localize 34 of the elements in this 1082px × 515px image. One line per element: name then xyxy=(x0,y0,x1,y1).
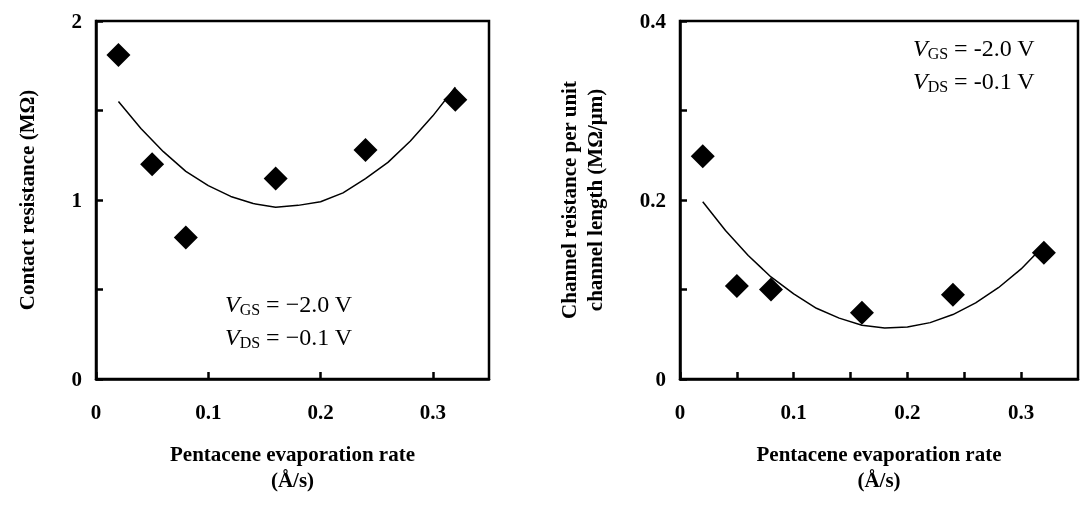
point xyxy=(173,225,198,250)
x-tick-label: 0.1 xyxy=(780,399,807,424)
point xyxy=(353,137,378,162)
x-tick-label: 0.2 xyxy=(307,399,334,424)
annotation: VGS = −2.0 V xyxy=(225,291,353,318)
point xyxy=(849,300,874,325)
y-tick-label: 2 xyxy=(71,9,82,33)
annotation: VDS = −0.1 V xyxy=(225,324,353,351)
x-tick-label: 0 xyxy=(674,399,686,424)
x-tick-label: 0.2 xyxy=(894,399,921,424)
x-axis-title: Pentacene evaporation rate (Å/s) xyxy=(756,442,1002,492)
point xyxy=(724,273,749,298)
point xyxy=(758,277,783,302)
x-tick-label: 0.1 xyxy=(195,399,222,424)
annotation: VGS = -2.0 V xyxy=(913,35,1036,62)
x-axis-title: Pentacene evaporation rate (Å/s) xyxy=(170,442,415,492)
point xyxy=(1031,240,1056,265)
y-axis-title: Channel reistance per unit channel length (MΩ/μm) xyxy=(557,81,607,319)
y-tick-label: 0 xyxy=(71,367,82,391)
x-tick-label: 0.3 xyxy=(1008,399,1035,424)
y-tick-label: 0.2 xyxy=(639,188,666,212)
x-tick-label: 0 xyxy=(90,399,102,424)
y-tick-label: 1 xyxy=(71,188,82,212)
y-axis-title: Contact resistance (MΩ) xyxy=(15,89,39,311)
point xyxy=(443,87,468,112)
point xyxy=(940,282,965,307)
y-tick-label: 0.4 xyxy=(639,9,667,33)
point xyxy=(690,144,715,169)
point xyxy=(263,166,288,191)
y-tick-label: 0 xyxy=(655,367,666,391)
point xyxy=(106,43,131,68)
point xyxy=(140,152,165,177)
x-tick-label: 0.3 xyxy=(419,399,446,424)
annotation: VDS = -0.1 V xyxy=(913,68,1036,95)
